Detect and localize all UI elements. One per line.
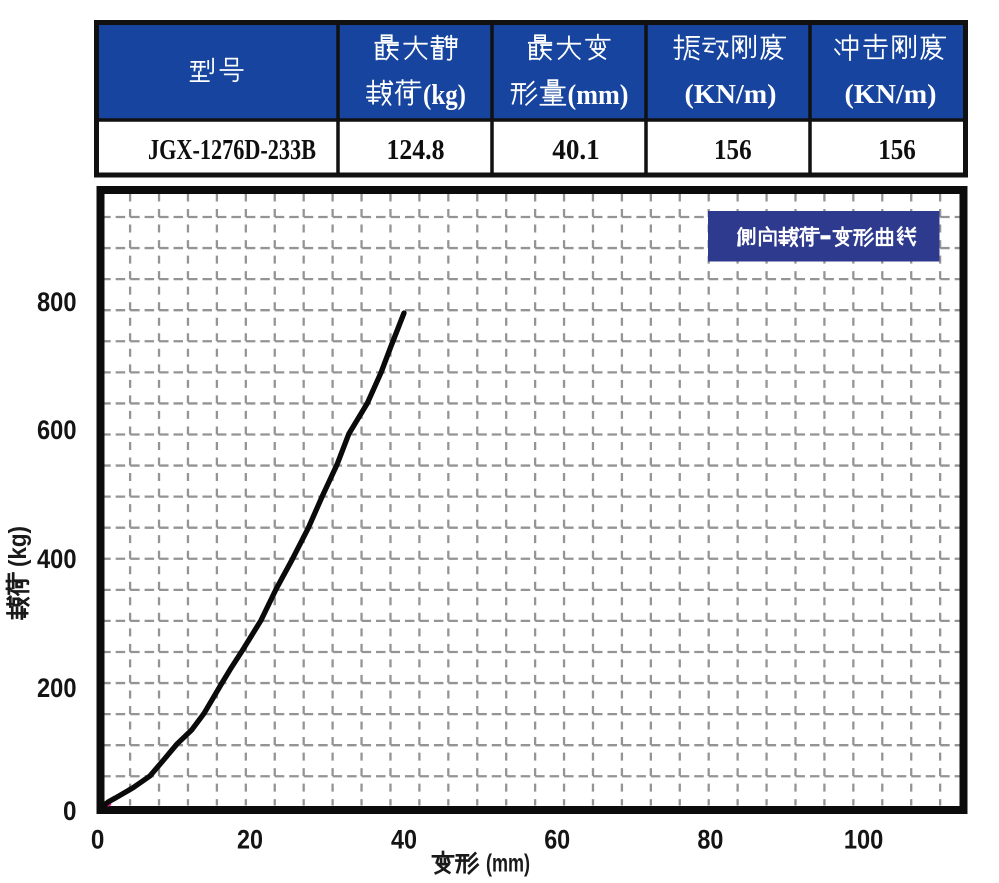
svg-text:0: 0 bbox=[63, 796, 77, 826]
svg-text:600: 600 bbox=[37, 415, 77, 445]
svg-text:0: 0 bbox=[91, 825, 105, 855]
svg-text:124.8: 124.8 bbox=[387, 134, 445, 166]
svg-text:200: 200 bbox=[37, 673, 77, 703]
svg-text:(kg): (kg) bbox=[423, 79, 466, 111]
svg-text:JGX-1276D-233B: JGX-1276D-233B bbox=[148, 134, 316, 166]
svg-text:(mm): (mm) bbox=[486, 850, 530, 878]
svg-text:800: 800 bbox=[37, 287, 77, 317]
svg-text:(KN/m): (KN/m) bbox=[685, 78, 777, 109]
svg-text:80: 80 bbox=[697, 825, 723, 855]
svg-text:(KN/m): (KN/m) bbox=[845, 78, 937, 109]
svg-text:100: 100 bbox=[844, 825, 884, 855]
svg-text:156: 156 bbox=[714, 134, 752, 166]
svg-text:156: 156 bbox=[878, 134, 916, 166]
svg-text:60: 60 bbox=[544, 825, 570, 855]
svg-text:40: 40 bbox=[391, 825, 417, 855]
svg-text:40.1: 40.1 bbox=[552, 134, 600, 166]
svg-text:400: 400 bbox=[37, 544, 77, 574]
svg-text:20: 20 bbox=[237, 825, 263, 855]
svg-text:(kg): (kg) bbox=[4, 526, 32, 567]
svg-text:(mm): (mm) bbox=[568, 79, 629, 111]
